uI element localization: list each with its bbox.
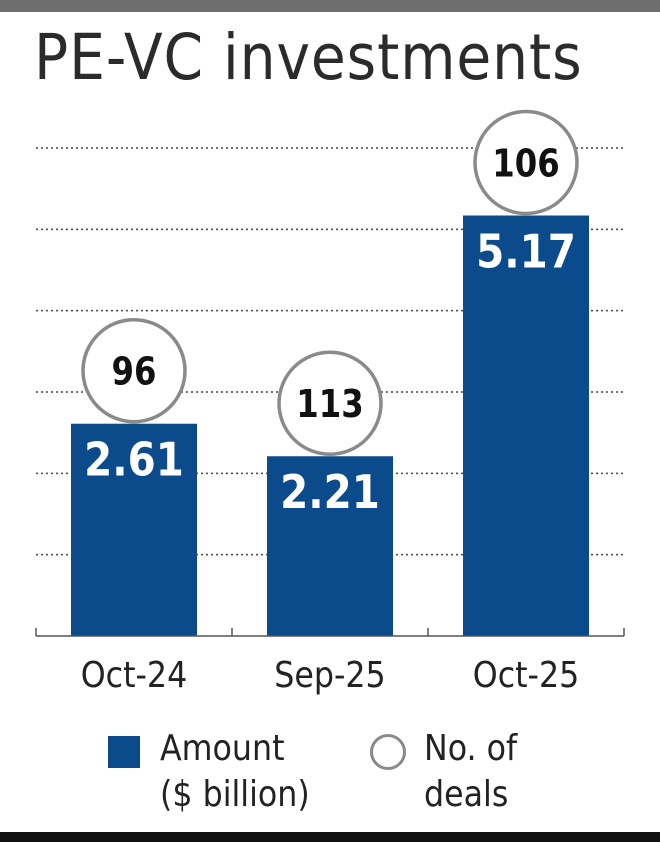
bar-value-label: 2.61	[84, 434, 184, 487]
deals-value-label: 113	[296, 383, 363, 427]
x-tick-label: Sep-25	[274, 654, 385, 695]
x-tick-label: Oct-25	[473, 654, 579, 695]
bar-value-label: 2.21	[280, 467, 380, 520]
labels: 2.61 96 Oct-24 2.21 113 Sep-25 5.17 106 Oct-25	[81, 109, 579, 695]
bar	[71, 423, 197, 636]
legend-deals-line2: deals	[424, 774, 509, 815]
legend-amount-label: Amount ($ billion)	[160, 726, 336, 818]
deals-circle	[81, 317, 187, 424]
top-border	[0, 0, 660, 12]
bar	[463, 215, 589, 637]
legend-amount-line2: ($ billion)	[160, 774, 310, 815]
bar-value-label: 5.17	[476, 226, 576, 279]
deals-value-label: 96	[112, 350, 157, 394]
legend-deals-line1: No. of	[424, 728, 518, 769]
legend: Amount ($ billion) No. of deals	[0, 722, 660, 822]
x-tick-label: Oct-24	[81, 654, 187, 695]
bar	[267, 456, 393, 636]
deals-circle	[277, 350, 383, 457]
legend-deals-label: No. of deals	[424, 726, 574, 818]
bottom-border	[0, 832, 660, 842]
deals-value-label: 106	[492, 142, 559, 186]
deals-circle	[473, 109, 579, 216]
legend-deals-circle-icon	[370, 734, 406, 770]
chart-title: PE-VC investments	[34, 21, 583, 94]
legend-amount-line1: Amount	[160, 728, 285, 769]
x-axis	[35, 628, 625, 637]
legend-amount-swatch	[108, 736, 140, 768]
bars	[71, 215, 589, 637]
